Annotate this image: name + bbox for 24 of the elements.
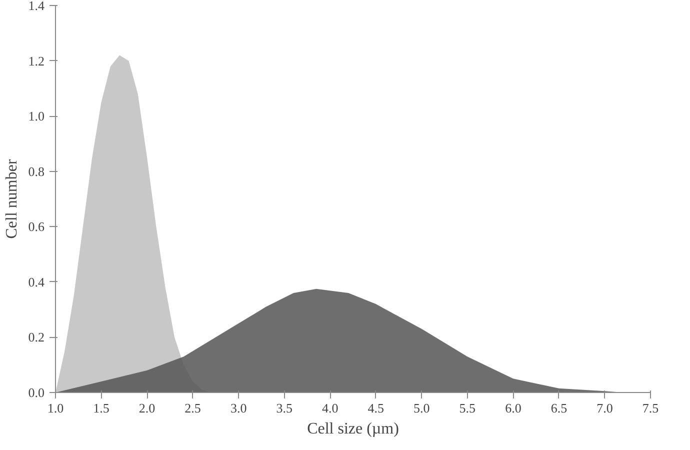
x-axis-title: Cell size (µm) [307, 420, 399, 438]
y-tick-label: 1.4 [28, 0, 45, 13]
x-tick-label: 6.5 [550, 400, 568, 416]
y-tick-label: 0.6 [28, 219, 45, 234]
y-tick-label: 0.4 [28, 274, 45, 290]
x-tick-label: 7.5 [642, 400, 659, 416]
x-tick-label: 1.5 [93, 400, 110, 416]
x-tick-label: 7.0 [596, 400, 613, 416]
x-tick-label: 3.5 [276, 400, 292, 416]
x-tick-label: 5.0 [414, 400, 430, 416]
y-tick-label: 0.0 [28, 385, 44, 400]
x-tick-label: 3.0 [230, 400, 247, 416]
y-tick-label: 0.2 [28, 330, 44, 345]
y-tick-label: 1.0 [28, 108, 44, 124]
y-axis-title: Cell number [3, 158, 20, 239]
x-tick-label: 2.0 [138, 400, 156, 416]
x-tick-label: 1.0 [47, 400, 64, 416]
x-tick-label: 5.5 [459, 400, 476, 416]
x-tick-label: 4.5 [368, 400, 384, 416]
x-tick-label: 2.5 [184, 400, 201, 416]
y-tick-label: 0.8 [28, 164, 44, 179]
y-tick-label: 1.2 [28, 53, 44, 68]
x-tick-label: 6.0 [505, 400, 522, 416]
x-tick-label: 4.0 [322, 400, 338, 416]
